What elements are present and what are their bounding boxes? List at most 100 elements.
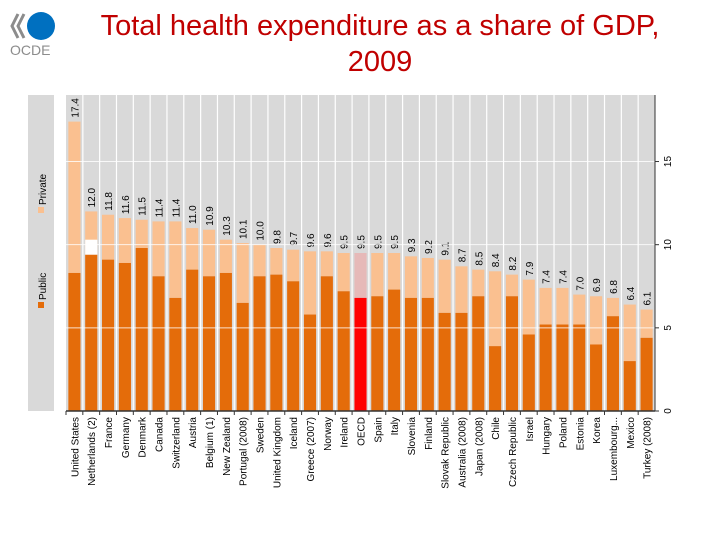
category-label: Luxembourg... bbox=[609, 417, 620, 481]
y-tick-label: 10 bbox=[663, 239, 674, 251]
bar-public bbox=[219, 272, 232, 411]
data-label: 17.4 bbox=[70, 98, 81, 118]
data-label: 7.0 bbox=[575, 276, 586, 290]
data-label: 12.0 bbox=[87, 188, 98, 208]
bar-unallocated bbox=[85, 239, 98, 255]
bar-private bbox=[606, 297, 619, 317]
bar-private bbox=[623, 304, 636, 362]
bar-public bbox=[371, 296, 384, 411]
bar-private bbox=[472, 269, 485, 297]
category-label: Switzerland bbox=[171, 417, 182, 469]
y-tick-label: 0 bbox=[663, 408, 674, 414]
data-label: 8.2 bbox=[508, 256, 519, 270]
data-label: 10.1 bbox=[239, 219, 250, 239]
bar-public bbox=[270, 274, 283, 411]
data-label: 9.6 bbox=[306, 233, 317, 247]
category-label: Belgium (1) bbox=[205, 417, 216, 468]
category-label: Portugal (2008) bbox=[239, 417, 250, 486]
data-label: 11.4 bbox=[155, 198, 166, 217]
bar-private bbox=[219, 239, 232, 273]
category-label: Czech Republic bbox=[508, 417, 519, 487]
category-label: Hungary bbox=[542, 417, 553, 455]
bar-public bbox=[287, 281, 300, 411]
category-label: United Kingdom bbox=[272, 417, 283, 488]
bar-private bbox=[337, 253, 350, 292]
bar-private bbox=[320, 251, 333, 277]
bar-public bbox=[118, 262, 131, 411]
bar-private bbox=[354, 253, 367, 298]
bar-private bbox=[438, 259, 451, 313]
bar-private bbox=[489, 271, 502, 347]
data-label: 9.5 bbox=[390, 235, 401, 249]
bar-public bbox=[253, 276, 266, 411]
legend-panel bbox=[28, 95, 54, 411]
bar-private bbox=[371, 253, 384, 297]
bar-private bbox=[118, 218, 131, 263]
data-label: 6.8 bbox=[609, 280, 620, 294]
bar-public bbox=[354, 297, 367, 411]
bar-public bbox=[404, 297, 418, 411]
bar-public bbox=[337, 291, 350, 411]
bar-private bbox=[102, 214, 115, 260]
category-label: Korea bbox=[592, 417, 603, 444]
data-label: 11.6 bbox=[121, 195, 132, 214]
bar-private bbox=[522, 279, 535, 335]
bar-private bbox=[152, 221, 165, 277]
category-label: Iceland bbox=[289, 417, 300, 449]
legend-label-public: Public bbox=[38, 273, 49, 300]
bar-public bbox=[489, 346, 502, 411]
bar-public bbox=[455, 312, 468, 411]
bar-public bbox=[522, 334, 535, 411]
bar-public bbox=[102, 259, 115, 411]
bar-private bbox=[404, 256, 418, 298]
bar-private bbox=[253, 244, 266, 277]
data-label: 9.8 bbox=[272, 230, 283, 244]
bar-private bbox=[135, 219, 148, 249]
legend-swatch-private bbox=[38, 207, 44, 213]
data-label: 9.5 bbox=[373, 235, 384, 249]
data-label: 10.0 bbox=[256, 221, 267, 241]
bar-public bbox=[438, 312, 451, 411]
category-label: Greece (2007) bbox=[306, 417, 317, 481]
category-label: Chile bbox=[491, 417, 502, 440]
bar-public bbox=[169, 297, 182, 411]
category-label: Mexico bbox=[626, 417, 637, 449]
category-label: Canada bbox=[155, 417, 166, 452]
category-label: France bbox=[104, 417, 115, 449]
bar-private bbox=[455, 266, 468, 313]
bar-private bbox=[421, 257, 434, 298]
bar-public bbox=[505, 296, 519, 411]
bar-private bbox=[590, 296, 603, 345]
category-label: Germany bbox=[121, 417, 132, 458]
bar-public bbox=[539, 324, 552, 411]
category-label: Ireland bbox=[340, 417, 351, 448]
bar-private bbox=[68, 121, 81, 273]
data-label: 11.4 bbox=[171, 198, 182, 217]
category-label: Sweden bbox=[256, 417, 267, 453]
y-tick-label: 15 bbox=[663, 156, 674, 168]
data-label: 7.4 bbox=[558, 270, 569, 284]
data-label: 7.4 bbox=[542, 270, 553, 284]
category-label: Japan (2008) bbox=[474, 417, 485, 476]
category-label: United States bbox=[70, 417, 81, 477]
data-label: 8.4 bbox=[491, 253, 502, 267]
data-label: 8.7 bbox=[457, 248, 468, 262]
category-label: Turkey (2008) bbox=[643, 417, 654, 479]
data-label: 6.4 bbox=[626, 286, 637, 300]
bar-public bbox=[421, 297, 434, 411]
data-label: 9.5 bbox=[340, 235, 351, 249]
data-label: 9.6 bbox=[323, 233, 334, 247]
category-label: New Zealand bbox=[222, 417, 233, 476]
oecd-logo: OCDE bbox=[10, 12, 55, 58]
bar-public bbox=[640, 337, 653, 411]
bar-public bbox=[606, 316, 619, 411]
bar-public bbox=[388, 289, 401, 411]
data-label: 6.1 bbox=[643, 291, 654, 305]
bar-private bbox=[287, 249, 300, 282]
data-label: 11.0 bbox=[188, 205, 199, 224]
data-label: 8.5 bbox=[474, 251, 485, 265]
category-label: Israel bbox=[525, 417, 536, 441]
data-label: 11.5 bbox=[138, 197, 149, 216]
data-label: 9.2 bbox=[424, 240, 435, 254]
